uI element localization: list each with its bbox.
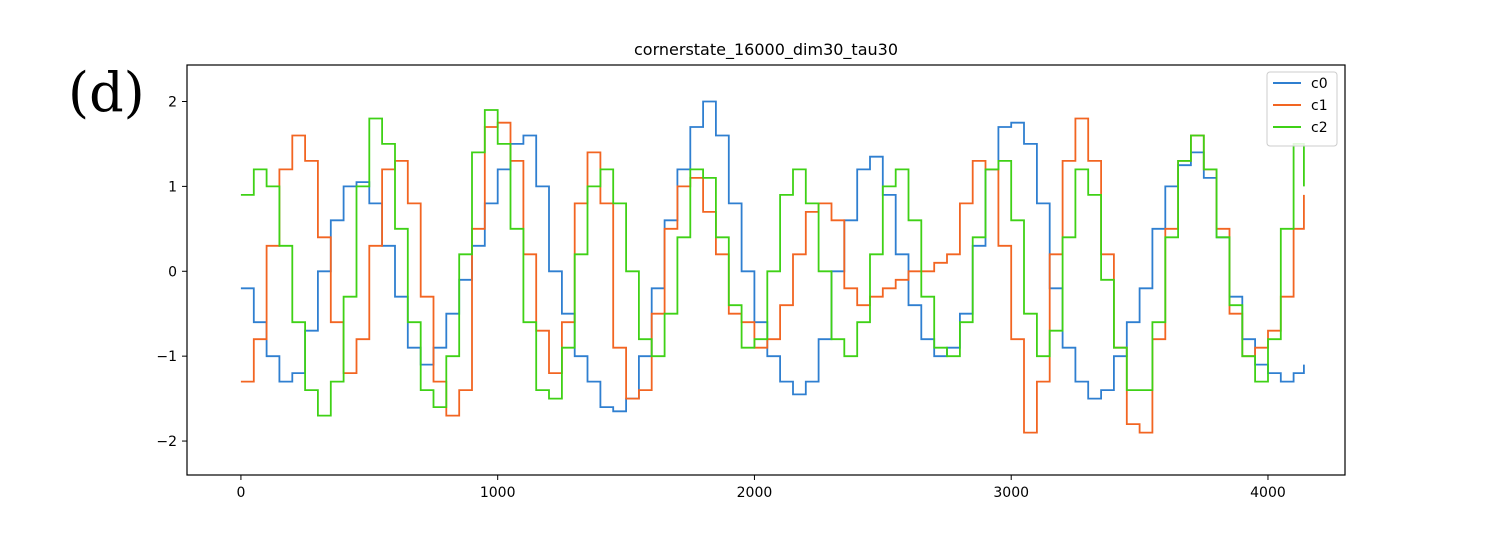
- x-axis: 0 1000 2000 3000 4000: [236, 475, 1286, 501]
- y-tick-label: 0: [168, 264, 177, 280]
- y-tick-label: 1: [168, 179, 177, 195]
- x-tick-label: 2000: [737, 485, 773, 501]
- y-tick-label: −2: [156, 434, 177, 450]
- y-tick-label: −1: [156, 349, 177, 365]
- series-line-c1: [240, 117, 1305, 434]
- series-layer: [240, 100, 1305, 434]
- series-line-c2: [240, 109, 1305, 417]
- chart-title: cornerstate_16000_dim30_tau30: [634, 40, 898, 60]
- series-line-c0: [240, 100, 1305, 413]
- y-tick-label: 2: [168, 95, 177, 111]
- legend: c0 c1 c2: [1266, 71, 1338, 147]
- x-tick-label: 1000: [480, 485, 516, 501]
- legend-label-c1: c1: [1311, 98, 1328, 114]
- y-axis: −2 −1 0 1 2: [156, 95, 187, 450]
- panel-label: (d): [68, 61, 145, 124]
- x-tick-label: 3000: [993, 485, 1029, 501]
- legend-label-c2: c2: [1311, 120, 1328, 136]
- x-tick-label: 4000: [1250, 485, 1286, 501]
- legend-label-c0: c0: [1311, 76, 1328, 92]
- x-tick-label: 0: [236, 485, 245, 501]
- plot-frame: [186, 64, 1346, 476]
